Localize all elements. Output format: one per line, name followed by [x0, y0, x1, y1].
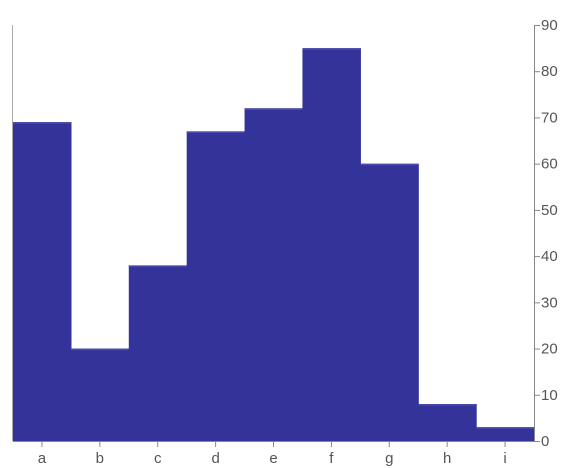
bar-a — [13, 122, 72, 441]
x-tick-label-b: b — [96, 450, 104, 467]
bar-e — [244, 108, 304, 441]
bar-h — [418, 404, 477, 441]
x-tick-label-c: c — [154, 450, 162, 467]
bar-c — [128, 265, 188, 441]
y-tick-label-10: 10 — [541, 387, 558, 404]
bar-g — [360, 163, 419, 442]
y-axis-ticks: 0 10 20 30 40 50 60 70 80 90 — [534, 17, 558, 450]
y-tick-label-90: 90 — [541, 17, 558, 34]
y-tick-label-70: 70 — [541, 109, 558, 126]
bar-d — [186, 131, 246, 441]
x-tick-label-a: a — [38, 450, 47, 467]
y-tick-label-50: 50 — [541, 202, 558, 219]
bar-i — [476, 427, 535, 441]
x-tick-label-i: i — [503, 450, 506, 467]
x-tick-label-d: d — [211, 450, 219, 467]
bar-f — [302, 48, 361, 442]
y-tick-label-20: 20 — [541, 341, 558, 358]
bars-group — [13, 48, 535, 442]
y-tick-label-40: 40 — [541, 248, 558, 265]
y-tick-label-0: 0 — [541, 433, 549, 450]
x-tick-label-e: e — [269, 450, 277, 467]
y-tick-label-30: 30 — [541, 294, 558, 311]
x-tick-label-g: g — [385, 450, 393, 467]
y-tick-label-60: 60 — [541, 156, 558, 173]
x-axis-ticks: a b c d e f g h i — [38, 441, 507, 467]
bar-b — [70, 348, 130, 441]
x-tick-label-f: f — [329, 450, 334, 467]
y-tick-label-80: 80 — [541, 63, 558, 80]
x-tick-label-h: h — [443, 450, 451, 467]
